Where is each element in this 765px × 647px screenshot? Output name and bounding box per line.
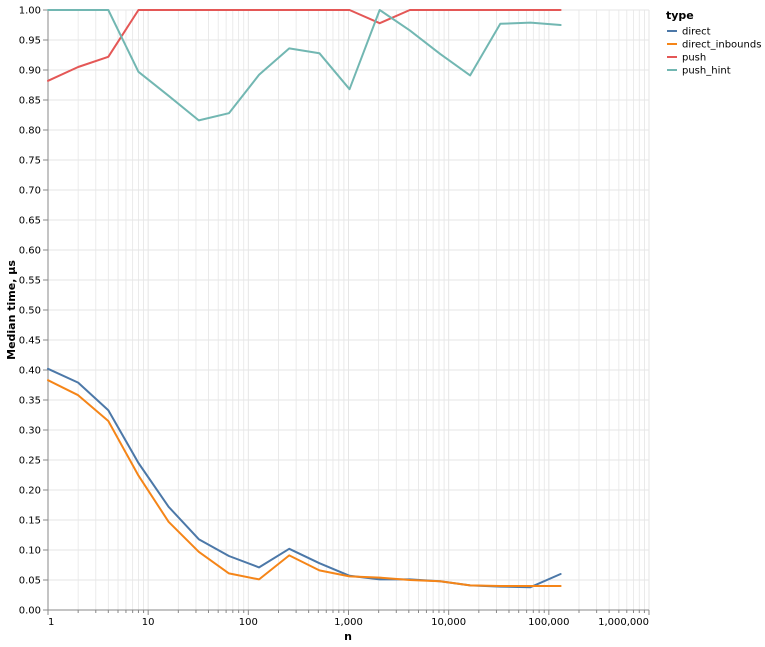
y-tick-label: 0.85 xyxy=(19,96,41,107)
y-tick-label: 0.40 xyxy=(19,366,41,377)
y-tick-label: 0.20 xyxy=(19,486,41,497)
series-line-push-hint xyxy=(47,9,562,122)
y-tick-label: 0.45 xyxy=(19,336,41,347)
y-tick-label: 0.65 xyxy=(19,216,41,227)
y-tick-label: 1.00 xyxy=(19,6,41,17)
y-tick-label: 0.95 xyxy=(19,36,41,47)
series-line-direct xyxy=(47,367,562,589)
y-tick-label: 0.70 xyxy=(19,186,41,197)
series-line-direct-inbounds xyxy=(47,379,562,587)
y-tick-label: 0.10 xyxy=(19,546,41,557)
x-tick-label: 100 xyxy=(239,617,258,628)
x-tick-label: 100,000 xyxy=(528,617,569,628)
y-tick-label: 0.90 xyxy=(19,66,41,77)
legend-label-direct-inbounds: direct_inbounds xyxy=(682,40,761,51)
legend-title: type xyxy=(666,9,694,22)
x-axis-title: n xyxy=(344,630,352,643)
x-tick-label: 10 xyxy=(142,617,155,628)
y-tick-label: 0.75 xyxy=(19,156,41,167)
y-axis-title: Median time, µs xyxy=(5,260,18,360)
y-tick-label: 0.05 xyxy=(19,576,41,587)
x-tick-label: 1,000,000 xyxy=(598,617,649,628)
y-tick-label: 0.15 xyxy=(19,516,41,527)
y-tick-label: 0.50 xyxy=(19,306,41,317)
legend-label-push: push xyxy=(682,53,706,64)
x-tick-label: 1 xyxy=(48,617,54,628)
x-tick-label: 1,000 xyxy=(334,617,363,628)
grid xyxy=(47,9,650,611)
y-axis: 0.00 0.05 0.10 0.15 0.20 0.25 0.30 0.35 0.40 0.45… xyxy=(19,6,49,617)
x-axis: 1 10 100 1,000 10,000 100,000 1,000,000 xyxy=(47,609,650,628)
y-tick-label: 0.25 xyxy=(19,456,41,467)
y-tick-label: 0.35 xyxy=(19,396,41,407)
y-tick-label: 0.55 xyxy=(19,276,41,287)
legend-label-direct: direct xyxy=(682,27,711,38)
y-tick-label: 0.60 xyxy=(19,246,41,257)
x-tick-label: 10,000 xyxy=(431,617,466,628)
y-tick-label: 0.80 xyxy=(19,126,41,137)
y-tick-label: 0.30 xyxy=(19,426,41,437)
y-tick-label: 0.00 xyxy=(19,606,41,617)
legend-label-push-hint: push_hint xyxy=(682,66,731,77)
series-lines xyxy=(47,9,562,589)
series-line-push xyxy=(47,9,562,82)
